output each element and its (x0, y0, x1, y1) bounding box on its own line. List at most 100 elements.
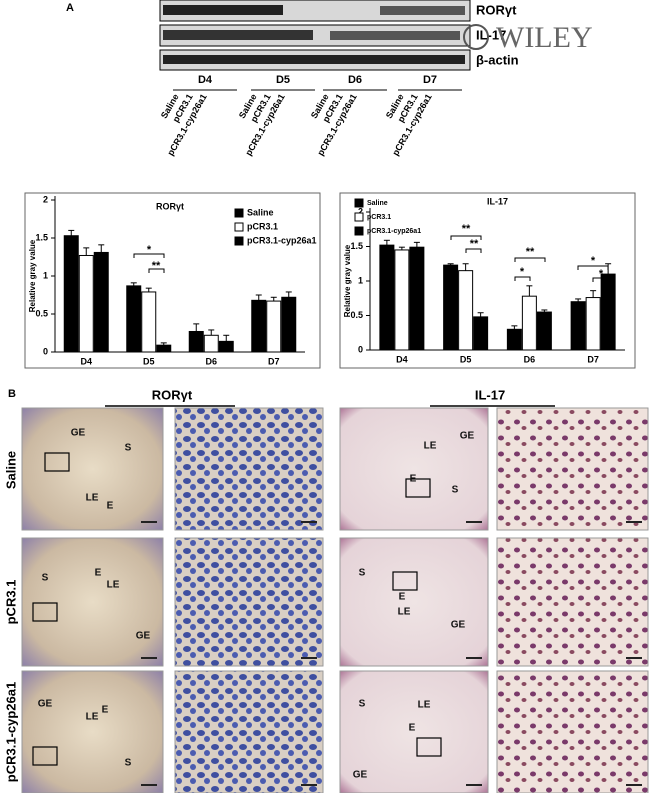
panel-label: A (66, 2, 74, 14)
inset-box (32, 602, 58, 622)
region-label: S (359, 568, 366, 579)
bar (141, 291, 157, 353)
logo-mark (463, 24, 489, 50)
region-label: LE (86, 712, 99, 723)
legend-swatch (354, 226, 364, 236)
bar (536, 311, 552, 351)
region-label: LE (398, 607, 411, 618)
chart-frame (24, 192, 321, 369)
bar (188, 330, 204, 353)
region-label: E (399, 592, 406, 603)
bar (443, 264, 459, 351)
y-tick-label: 2 (43, 194, 48, 204)
x-tick-label: D7 (587, 354, 599, 364)
band (330, 31, 460, 40)
annotation: ** (462, 223, 471, 235)
annotation: ** (526, 246, 535, 258)
bar (203, 334, 219, 353)
y-tick-label: 0 (358, 344, 363, 354)
region-label: GE (71, 428, 86, 439)
micrograph (496, 407, 649, 531)
region-label: LE (86, 493, 99, 504)
band-label: IL-17 (476, 27, 506, 42)
sig-bracket (450, 235, 482, 240)
bar (126, 285, 142, 353)
y-tick-label: 1 (43, 270, 48, 280)
bar (251, 299, 267, 353)
micrograph (339, 407, 489, 531)
annotation: * (520, 266, 525, 278)
bar (458, 270, 474, 351)
inset-box (44, 452, 70, 472)
region-label: S (452, 485, 459, 496)
band-label: RORγt (476, 2, 517, 17)
chart-title: IL-17 (487, 196, 508, 206)
group-label: D7 (423, 74, 437, 86)
legend-swatch (234, 236, 244, 246)
band (163, 30, 313, 40)
y-tick-label: 1 (358, 275, 363, 285)
band (163, 5, 283, 15)
inset-box (392, 571, 418, 591)
region-label: E (410, 474, 417, 485)
bar (521, 295, 537, 351)
sig-bracket (514, 276, 531, 281)
legend-swatch (354, 212, 364, 222)
region-label: LE (418, 700, 431, 711)
bar (600, 273, 616, 351)
region-label: S (42, 573, 49, 584)
chart-frame (339, 192, 636, 369)
legend-label: Saline (367, 200, 388, 207)
chart-title: RORγt (156, 201, 184, 211)
row-label: pCR3.1 (3, 580, 18, 625)
x-tick-label: D7 (268, 356, 280, 366)
column-header: RORγt (152, 387, 193, 402)
bar (218, 340, 234, 353)
region-label: E (107, 501, 114, 512)
region-label: GE (38, 699, 53, 710)
band (163, 55, 465, 64)
region-label: LE (107, 580, 120, 591)
bar (506, 328, 522, 351)
region-label: LE (424, 441, 437, 452)
bar (281, 296, 297, 353)
sig-bracket (148, 268, 165, 273)
bar (63, 235, 79, 353)
micrograph (174, 407, 324, 531)
legend-label: pCR3.1-cyp26a1 (367, 228, 421, 235)
y-tick-label: 0.5 (35, 308, 48, 318)
y-tick-label: 1.5 (35, 232, 48, 242)
region-label: E (409, 723, 416, 734)
legend-swatch (234, 208, 244, 218)
y-tick-label: 0 (43, 346, 48, 356)
x-tick-label: D4 (396, 354, 408, 364)
region-label: S (359, 699, 366, 710)
region-label: S (125, 443, 132, 454)
legend-swatch (234, 222, 244, 232)
micrograph (174, 670, 324, 794)
annotation: ** (152, 260, 161, 272)
band (380, 6, 465, 15)
legend-label: pCR3.1 (247, 221, 278, 231)
x-tick-label: D5 (143, 356, 155, 366)
region-label: GE (451, 620, 466, 631)
y-axis-label: Relative gray value (343, 244, 352, 317)
bar (473, 316, 489, 351)
sig-bracket (133, 253, 165, 258)
row-label: Saline (3, 451, 18, 489)
legend-label: pCR3.1 (367, 214, 391, 221)
annotation: * (591, 255, 596, 267)
sig-bracket (514, 257, 546, 262)
watermark: WILEY (496, 21, 593, 54)
row-label: pCR3.1-cyp26a1 (3, 682, 18, 782)
bar (156, 344, 172, 353)
sig-bracket (465, 248, 482, 253)
micrograph (21, 407, 164, 531)
micrograph (21, 537, 164, 667)
bar (409, 246, 425, 351)
column-header: IL-17 (475, 387, 505, 402)
group-label: D4 (198, 74, 213, 86)
micrograph (174, 537, 324, 667)
bar (93, 251, 109, 353)
